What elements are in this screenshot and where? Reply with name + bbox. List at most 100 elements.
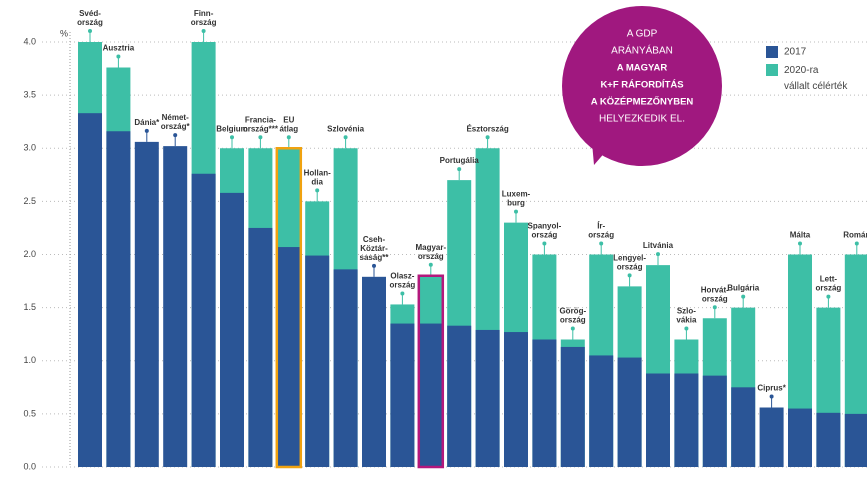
bar — [504, 332, 528, 467]
callout-text: K+F RÁFORDÍTÁS — [600, 80, 683, 91]
y-tick-label: 3.0 — [23, 143, 36, 153]
pin-dot — [230, 135, 234, 140]
pin-dot — [826, 294, 831, 299]
bar — [589, 355, 614, 467]
y-tick-label: 1.0 — [23, 355, 36, 365]
category-label: Francia- — [245, 115, 276, 124]
category-label: Lengyel- — [613, 253, 646, 262]
category-label: Svéd- — [79, 9, 101, 18]
pin-dot — [627, 273, 632, 278]
category-label: ország*** — [243, 124, 279, 133]
category-label: Hollan- — [304, 168, 331, 177]
category-label: Portugália — [440, 156, 480, 165]
bar — [731, 387, 756, 467]
legend-label-line: 2020-ra — [784, 65, 819, 76]
y-tick-label: 0.5 — [23, 408, 36, 418]
callout-text: A GDP — [627, 29, 658, 40]
category-label: dia — [311, 177, 323, 186]
highlight-outline — [275, 147, 303, 469]
bar — [816, 412, 841, 467]
category-label: Görög- — [559, 307, 586, 316]
y-tick-label: 3.5 — [23, 90, 36, 100]
category-label: burg — [507, 199, 525, 208]
bar — [362, 276, 386, 467]
category-label: Luxem- — [502, 190, 531, 199]
category-label: ország — [588, 231, 614, 240]
legend-label-line: vállalt célérték — [784, 81, 848, 92]
category-label: ország — [77, 18, 103, 27]
pin-dot — [542, 241, 547, 246]
pin-dot — [343, 135, 348, 140]
pin-dot — [570, 326, 575, 331]
legend-swatch — [766, 46, 778, 58]
bar — [560, 346, 585, 467]
bar — [475, 329, 500, 467]
bar — [220, 192, 244, 467]
category-label: Finn- — [194, 9, 214, 18]
bar — [674, 373, 699, 467]
pin-dot — [372, 263, 376, 268]
bar — [447, 325, 472, 467]
category-label: Ír- — [597, 222, 605, 231]
pin-dot — [116, 54, 121, 59]
category-label: ország — [390, 281, 416, 290]
category-label: Köztár- — [360, 244, 388, 253]
category-label: ország* — [161, 122, 191, 131]
bar — [646, 373, 670, 467]
bar — [617, 357, 642, 467]
callout-text: HELYEZKEDIK EL. — [599, 114, 685, 125]
pin-dot — [656, 252, 660, 257]
category-label: Magyar- — [415, 243, 446, 252]
bar — [163, 146, 188, 467]
category-label: Ausztria — [103, 44, 135, 53]
pin-dot — [684, 326, 689, 331]
category-label: saság** — [360, 253, 390, 262]
category-label: Bulgária — [727, 284, 760, 293]
bar — [276, 247, 301, 467]
pin-dot — [400, 291, 405, 296]
category-label: Észtország — [466, 124, 508, 133]
pin-dot — [712, 305, 717, 310]
callout-bubble — [562, 6, 722, 166]
pin-dot — [428, 262, 433, 267]
y-tick-label: 1.5 — [23, 302, 36, 312]
bar — [702, 375, 727, 467]
highlight-outline — [417, 274, 445, 469]
pin-dot — [798, 241, 802, 246]
category-label: Dánia* — [134, 118, 160, 127]
bar — [191, 173, 216, 467]
category-label: Lett- — [820, 275, 838, 284]
y-tick-label: 0.0 — [23, 461, 36, 471]
category-label: ország — [617, 262, 643, 271]
category-label: Belgium — [216, 124, 248, 133]
category-label: Cseh- — [363, 235, 386, 244]
bar — [759, 407, 784, 467]
pin-dot — [286, 135, 291, 140]
bar — [248, 227, 273, 467]
y-unit: % — [60, 28, 68, 38]
category-label: vákia — [676, 316, 697, 325]
category-label: átlag — [279, 124, 298, 133]
legend-label: 2017 — [784, 47, 807, 58]
category-label: Spanyol- — [528, 222, 562, 231]
category-label: EU — [283, 115, 294, 124]
pin-dot — [599, 241, 604, 246]
category-label: Szlovénia — [327, 124, 364, 133]
category-label: Horvát- — [701, 285, 729, 294]
pin-dot — [88, 29, 92, 33]
callout-text: A MAGYAR — [617, 63, 668, 74]
category-label: Olasz- — [390, 272, 414, 281]
bar — [844, 413, 867, 467]
pin-dot — [258, 135, 263, 140]
bar — [134, 141, 159, 467]
pin-dot — [315, 188, 320, 193]
y-tick-label: 4.0 — [23, 36, 36, 46]
pin-dot — [144, 128, 149, 133]
bar — [788, 408, 812, 467]
pin-dot — [485, 135, 490, 140]
pin-dot — [514, 209, 518, 214]
bar — [333, 269, 358, 467]
legend-swatch — [766, 64, 778, 76]
bar — [106, 131, 131, 467]
